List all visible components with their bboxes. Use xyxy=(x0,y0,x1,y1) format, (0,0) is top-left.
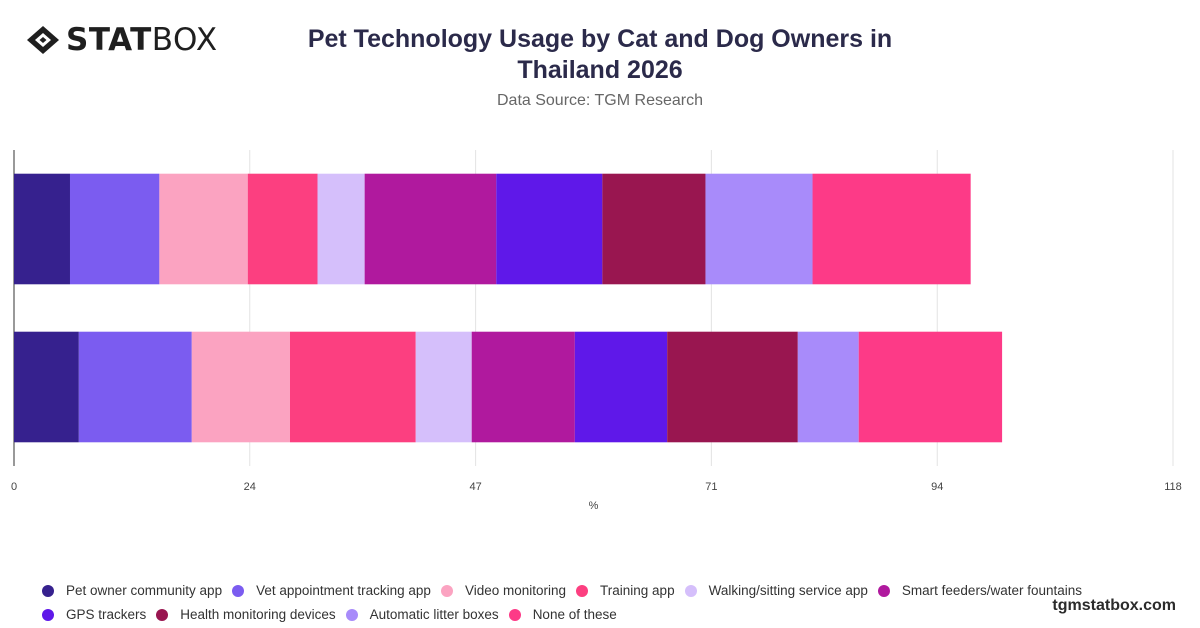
legend-label: Smart feeders/water fountains xyxy=(901,583,1082,598)
bar-segment xyxy=(78,331,192,443)
watermark: tgmstatbox.com xyxy=(1052,597,1176,614)
x-tick-label: 118 xyxy=(1164,481,1182,493)
legend-label: Video monitoring xyxy=(464,583,567,598)
legend-swatch xyxy=(440,585,453,597)
bar-segment xyxy=(159,173,248,285)
bar-segment xyxy=(574,331,668,443)
chart-legend: Pet owner community app Vet appointment t… xyxy=(42,580,1182,628)
bar-segment xyxy=(797,331,859,443)
bar-segment xyxy=(289,331,416,443)
bar-segment xyxy=(812,173,971,285)
legend-item[interactable]: GPS trackers xyxy=(42,604,146,626)
legend-label: Automatic litter boxes xyxy=(369,607,499,622)
x-tick-label: 47 xyxy=(470,481,482,493)
bar-segment xyxy=(602,173,706,285)
bar-segment xyxy=(667,331,798,443)
bar-segment xyxy=(364,173,497,285)
statbox-logo: STATBOX xyxy=(26,22,218,58)
legend-swatch xyxy=(877,585,890,597)
bar-segment xyxy=(14,173,70,285)
logo-text: STATBOX xyxy=(66,22,218,58)
x-tick-label: 94 xyxy=(931,481,943,493)
bar-segment xyxy=(705,173,813,285)
legend-swatch xyxy=(684,585,697,597)
legend-swatch xyxy=(345,609,358,621)
legend-item[interactable]: Video monitoring xyxy=(440,580,567,602)
legend-item[interactable]: Walking/sitting service app xyxy=(684,580,868,602)
bar-segment xyxy=(496,173,603,285)
chart-subtitle: Data Source: TGM Research xyxy=(496,92,703,109)
legend-swatch xyxy=(232,585,245,597)
legend-swatch xyxy=(42,585,54,597)
legend-swatch xyxy=(508,609,521,621)
bar-segment xyxy=(858,331,1003,443)
x-axis-label: % xyxy=(589,500,599,512)
x-tick-label: 71 xyxy=(705,481,717,493)
x-tick-label: 24 xyxy=(244,481,256,493)
bar-segment xyxy=(14,331,79,443)
legend-label: Vet appointment tracking app xyxy=(256,583,431,598)
stacked-bar-chart: 0 24 47 71 94 118% xyxy=(11,150,1182,512)
legend-item[interactable]: Health monitoring devices xyxy=(156,604,336,626)
legend-swatch xyxy=(156,609,169,621)
legend-item[interactable]: Vet appointment tracking app xyxy=(232,580,431,602)
chart-title: Pet Technology Usage by Cat and Dog Owne… xyxy=(307,25,893,84)
legend-label: Health monitoring devices xyxy=(180,607,336,622)
legend-label: Walking/sitting service app xyxy=(708,583,868,598)
bar-segment xyxy=(471,331,575,443)
legend-swatch xyxy=(576,585,589,597)
bar-segment xyxy=(317,173,365,285)
bar-segment xyxy=(415,331,472,443)
legend-label: None of these xyxy=(532,607,617,622)
legend-item[interactable]: None of these xyxy=(508,604,617,626)
legend-swatch xyxy=(42,609,54,621)
legend-item[interactable]: Automatic litter boxes xyxy=(345,604,499,626)
legend-label: Training app xyxy=(600,583,675,598)
bar-segment xyxy=(247,173,318,285)
legend-item[interactable]: Training app xyxy=(576,580,675,602)
legend-item[interactable]: Smart feeders/water fountains xyxy=(877,580,1082,602)
legend-label: GPS trackers xyxy=(66,607,147,622)
statbox-diamond-icon xyxy=(27,26,59,54)
legend-item[interactable]: Pet owner community app xyxy=(42,580,222,602)
legend-label: Pet owner community app xyxy=(66,583,223,598)
x-tick-label: 0 xyxy=(11,481,17,493)
bar-segment xyxy=(69,173,160,285)
bar-segment xyxy=(191,331,290,443)
